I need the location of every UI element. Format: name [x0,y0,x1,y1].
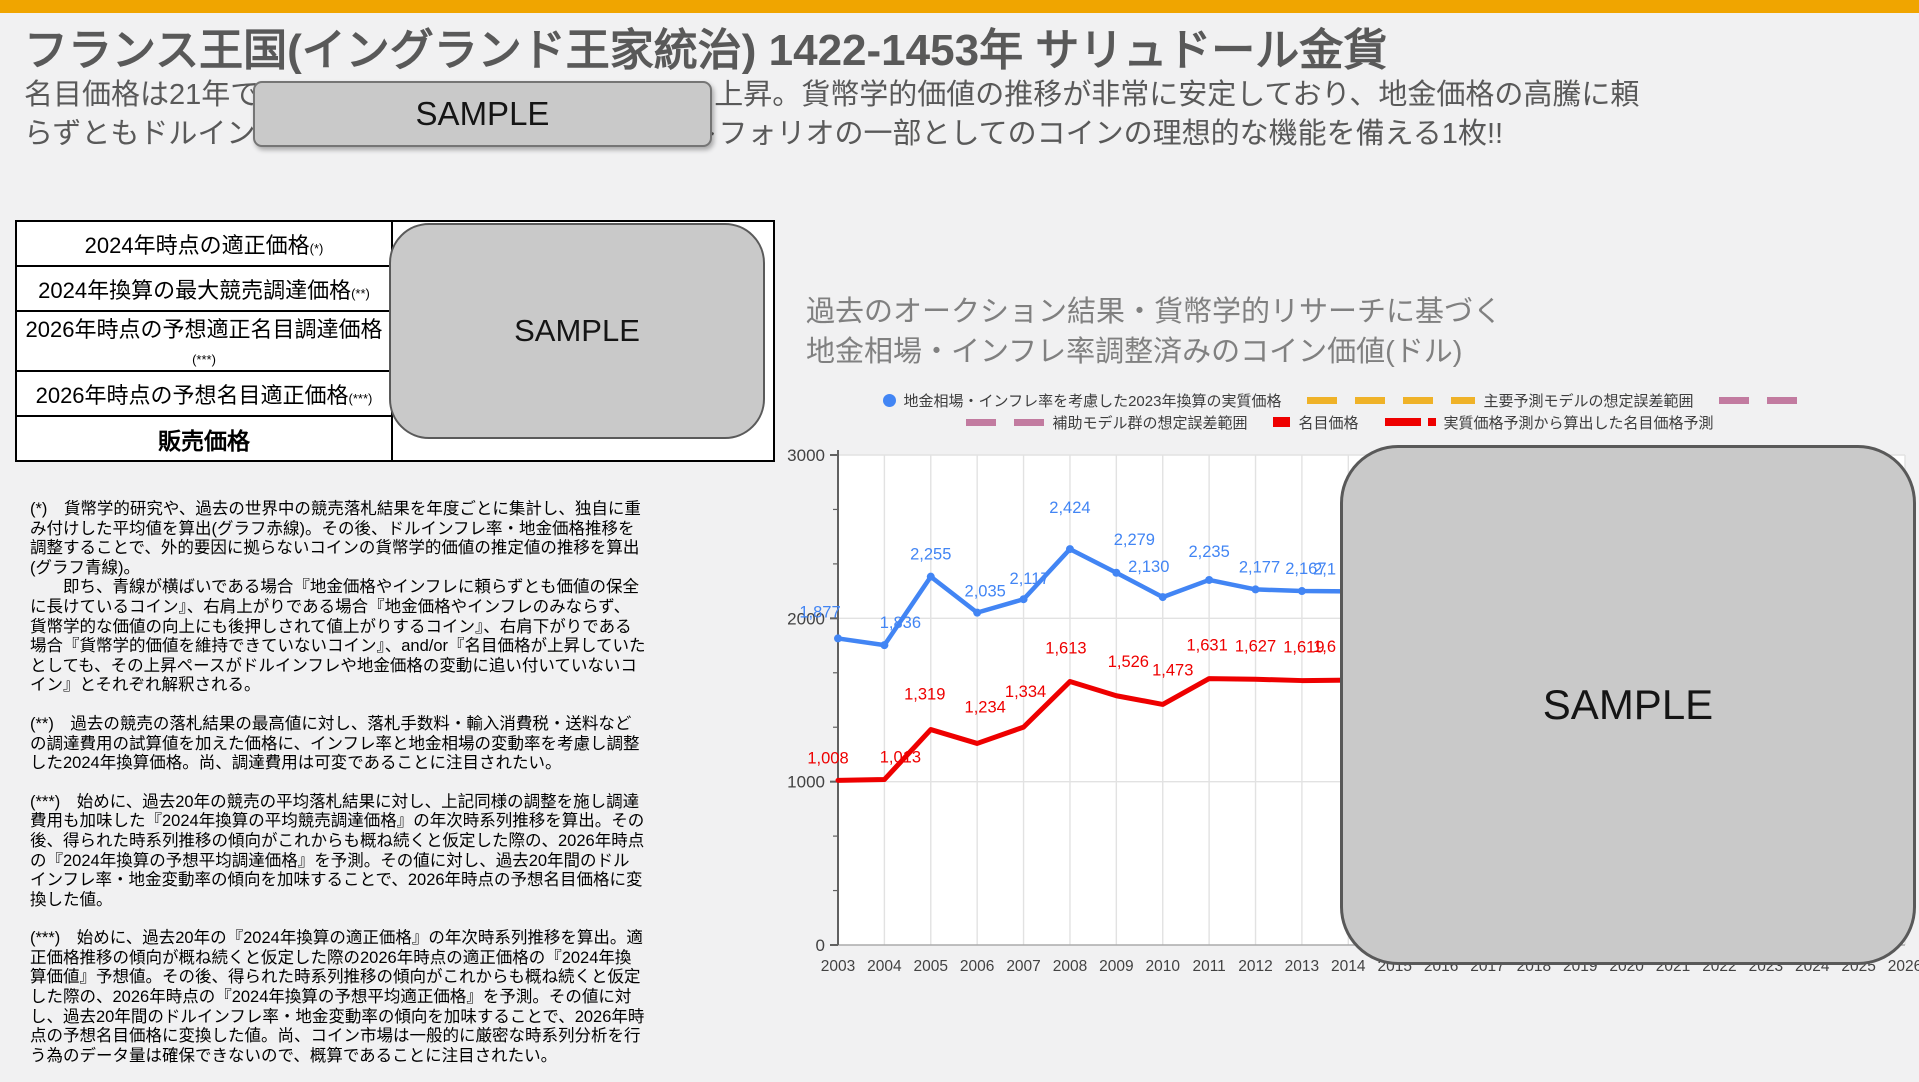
legend-item-label: 主要予測モデルの想定誤差範囲 [1483,392,1694,410]
price-row-label: 2024年換算の最大競売調達価格(**) [15,265,393,312]
svg-text:2026: 2026 [1888,958,1919,975]
legend-row: 補助モデル群の想定誤差範囲 名目価格 実質価格予測から算出した名目価格予測 [770,411,1910,433]
footnote-paragraph: (*) 貨幣学的研究や、過去の世界中の競売落札結果を年度ごとに集計し、独自に重み… [30,500,646,695]
svg-text:1,631: 1,631 [1186,637,1227,655]
footnote-paragraph: (***) 始めに、過去20年の『2024年換算の適正価格』の年次時系列推移を算… [30,929,645,1065]
legend-item-label: 名目価格 [1298,414,1359,432]
svg-text:2005: 2005 [914,958,948,975]
svg-text:1,613: 1,613 [1045,640,1086,658]
svg-text:2011: 2011 [1192,958,1225,975]
price-table-row: 販売価格 [15,415,774,462]
svg-text:1,6: 1,6 [1313,638,1336,656]
dot-icon [1427,418,1436,426]
svg-text:2,255: 2,255 [910,546,951,564]
legend-dashed-key-wrap-fragment [1719,396,1798,404]
price-row-footnote-marker: (**) [351,285,370,301]
svg-text:1,836: 1,836 [880,614,921,632]
svg-text:2006: 2006 [960,958,994,975]
legend-item: 地金相場・インフレ率を考慮した2023年換算の実質価格 [882,390,1282,411]
svg-text:1,008: 1,008 [807,749,848,767]
svg-text:2014: 2014 [1331,958,1366,975]
price-row-label: 2026年時点の予想名目適正価格(***) [15,370,393,417]
page-title: フランス王国(イングランド王家統治) 1422-1453年 サリュドール金貨 [24,26,1388,75]
svg-text:1,319: 1,319 [904,686,945,704]
sample-watermark-label: SAMPLE [415,95,550,132]
svg-text:2000: 2000 [787,609,825,628]
svg-text:2,117: 2,117 [1010,570,1050,588]
svg-text:0: 0 [816,936,825,955]
chart-title-line2: 地金相場・インフレ率調整済みのコイン価値(ドル) [806,336,1463,368]
svg-text:1,877: 1,877 [799,603,840,621]
svg-text:2004: 2004 [867,958,902,975]
subtitle-line1-pre: 名目価格は21年で [24,79,260,111]
chart-title-line1: 過去のオークション結果・貨幣学的リサーチに基づく [806,296,1503,328]
legend-item-label: 地金相場・インフレ率を考慮した2023年換算の実質価格 [903,392,1282,410]
svg-text:1,334: 1,334 [1005,683,1046,701]
svg-text:2012: 2012 [1238,958,1272,975]
legend-dashed-key-icon [1307,396,1476,404]
sample-watermark-subtitle: SAMPLE [253,81,712,147]
legend-row: 地金相場・インフレ率を考慮した2023年換算の実質価格 主要予測モデルの想定誤差範… [770,389,1910,411]
subtitle-line1-post: 上昇。貨幣学的価値の推移が非常に安定しており、地金価格の高騰に頼 [714,79,1640,111]
svg-text:2013: 2013 [1285,958,1319,975]
price-table-row: 2026年時点の予想適正名目調達価格(***) [15,310,774,372]
price-row-label: 販売価格 [15,415,393,462]
footnotes: (*) 貨幣学的研究や、過去の世界中の競売落札結果を年度ごとに集計し、独自に重み… [30,500,646,1082]
price-row-footnote-marker: (***) [348,390,373,406]
sample-watermark-table: SAMPLE [389,223,765,439]
sample-watermark-label: SAMPLE [514,313,640,348]
svg-text:2009: 2009 [1099,958,1133,975]
svg-text:2,1: 2,1 [1313,560,1336,578]
price-table-row: 2024年換算の最大競売調達価格(**) [15,265,774,312]
svg-text:1000: 1000 [787,773,825,792]
svg-text:1,526: 1,526 [1108,653,1149,671]
svg-text:2,424: 2,424 [1049,499,1090,517]
subtitle-line1: 名目価格は21年で 上昇。貨幣学的価値の推移が非常に安定しており、地金価格の高騰に… [24,76,1884,115]
svg-text:1,619: 1,619 [1283,639,1324,657]
svg-text:3000: 3000 [787,446,825,465]
sample-watermark-label: SAMPLE [1542,681,1714,728]
legend-item: 主要予測モデルの想定誤差範囲 [1307,390,1693,411]
svg-text:2,167: 2,167 [1285,560,1326,578]
price-row-label: 2024年時点の適正価格(*) [15,220,393,267]
svg-text:2,235: 2,235 [1188,543,1229,561]
svg-text:2,035: 2,035 [965,583,1006,601]
svg-text:1,013: 1,013 [880,749,921,767]
svg-text:2,279: 2,279 [1114,531,1155,549]
dash-icon [1384,418,1421,426]
svg-text:2008: 2008 [1053,958,1087,975]
legend-dot-key-icon [882,393,896,407]
sample-watermark-chart: SAMPLE [1340,445,1916,965]
svg-text:2,177: 2,177 [1239,558,1280,576]
legend-item-label: 実質価格予測から算出した名目価格予測 [1443,414,1714,432]
legend-dashed-key-icon [966,418,1045,426]
price-row-footnote-marker: (*) [309,240,324,256]
legend-solid-key-icon [1273,417,1291,427]
svg-text:1,234: 1,234 [965,698,1006,716]
svg-text:2007: 2007 [1006,958,1040,975]
legend-item: 実質価格予測から算出した名目価格予測 [1384,412,1714,433]
svg-text:1,473: 1,473 [1152,661,1193,679]
svg-text:2003: 2003 [821,958,855,975]
chart-legend: 地金相場・インフレ率を考慮した2023年換算の実質価格 主要予測モデルの想定誤差範… [770,389,1910,433]
legend-item-label: 補助モデル群の想定誤差範囲 [1052,414,1248,432]
legend-dash-dot-key-icon [1384,418,1436,426]
svg-text:2,130: 2,130 [1128,558,1169,576]
legend-item: 補助モデル群の想定誤差範囲 [966,412,1247,433]
accent-top-bar [0,0,1919,13]
footnote-paragraph: (***) 始めに、過去20年の競売の平均落札結果に対し、上記同様の調整を施し調… [30,792,645,909]
chart-title: 過去のオークション結果・貨幣学的リサーチに基づく 地金相場・インフレ率調整済みの… [806,292,1502,372]
price-table-row: 2026年時点の予想名目適正価格(***) [15,370,774,417]
legend-item: 名目価格 [1273,412,1359,433]
price-row-label: 2026年時点の予想適正名目調達価格(***) [15,310,393,372]
footnote-paragraph: (**) 過去の競売の落札結果の最高値に対し、落札手数料・輸入消費税・送料などの… [30,714,640,773]
price-row-footnote-marker: (***) [192,352,216,367]
svg-text:2010: 2010 [1145,958,1180,975]
svg-text:1,627: 1,627 [1235,637,1276,655]
